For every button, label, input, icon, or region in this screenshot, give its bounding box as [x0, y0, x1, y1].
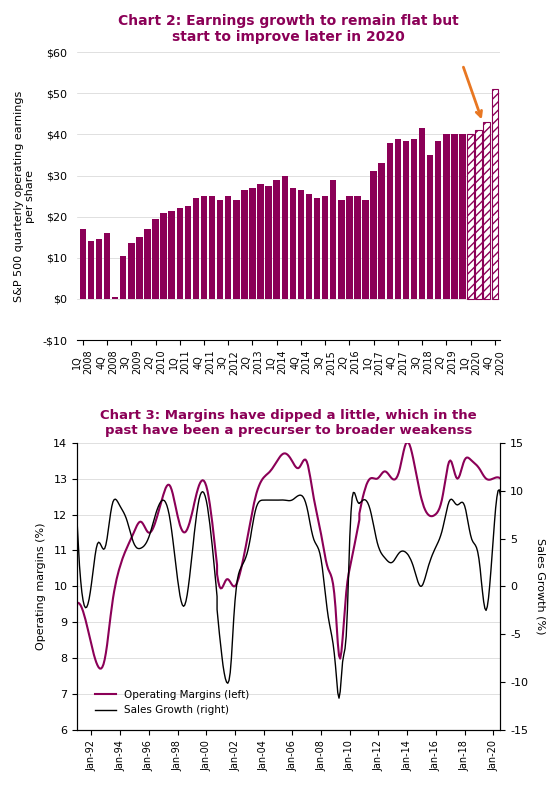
Bar	[120, 256, 126, 299]
Bar	[411, 138, 417, 299]
Bar	[467, 134, 474, 299]
Bar	[314, 198, 320, 299]
Bar	[128, 243, 135, 299]
Bar	[184, 206, 191, 299]
Bar	[177, 209, 183, 299]
Bar	[104, 233, 110, 299]
Bar	[225, 196, 231, 299]
Bar	[273, 180, 280, 299]
Bar	[241, 190, 248, 299]
Bar	[475, 130, 482, 299]
Bar	[209, 196, 215, 299]
Bar	[233, 200, 239, 299]
Bar	[338, 200, 344, 299]
Bar	[443, 134, 449, 299]
Legend: Operating Margins (left), Sales Growth (right): Operating Margins (left), Sales Growth (…	[91, 686, 254, 719]
Bar	[152, 219, 159, 299]
Bar	[257, 184, 264, 299]
Bar	[371, 171, 377, 299]
Bar	[395, 138, 401, 299]
Bar	[435, 141, 442, 299]
Y-axis label: Sales Growth (%): Sales Growth (%)	[535, 539, 545, 635]
Bar	[112, 297, 119, 299]
Bar	[144, 229, 151, 299]
Bar	[362, 200, 369, 299]
Y-axis label: Operating margins (%): Operating margins (%)	[36, 523, 46, 650]
Bar	[419, 128, 425, 299]
Bar	[484, 122, 490, 299]
Bar	[402, 141, 409, 299]
Bar	[290, 188, 296, 299]
Bar	[201, 196, 207, 299]
Bar	[386, 143, 393, 299]
Bar	[491, 89, 498, 299]
Bar	[96, 239, 102, 299]
Y-axis label: S&P 500 quarterly operating earnings
per share: S&P 500 quarterly operating earnings per…	[14, 90, 35, 301]
Bar	[354, 196, 361, 299]
Bar	[298, 190, 304, 299]
Title: Chart 2: Earnings growth to remain flat but
start to improve later in 2020: Chart 2: Earnings growth to remain flat …	[119, 14, 459, 44]
Bar	[451, 134, 458, 299]
Bar	[217, 200, 224, 299]
Title: Chart 3: Margins have dipped a little, which in the
past have been a precurser t: Chart 3: Margins have dipped a little, w…	[101, 409, 477, 437]
Bar	[193, 198, 199, 299]
Bar	[266, 186, 272, 299]
Bar	[330, 180, 337, 299]
Bar	[79, 229, 86, 299]
Bar	[427, 155, 433, 299]
Bar	[160, 213, 167, 299]
Bar	[88, 241, 94, 299]
Bar	[168, 210, 175, 299]
Bar	[249, 188, 255, 299]
Bar	[346, 196, 353, 299]
Bar	[282, 176, 288, 299]
Bar	[136, 237, 143, 299]
Bar	[378, 163, 385, 299]
Bar	[322, 196, 328, 299]
Bar	[306, 194, 312, 299]
Bar	[459, 134, 466, 299]
